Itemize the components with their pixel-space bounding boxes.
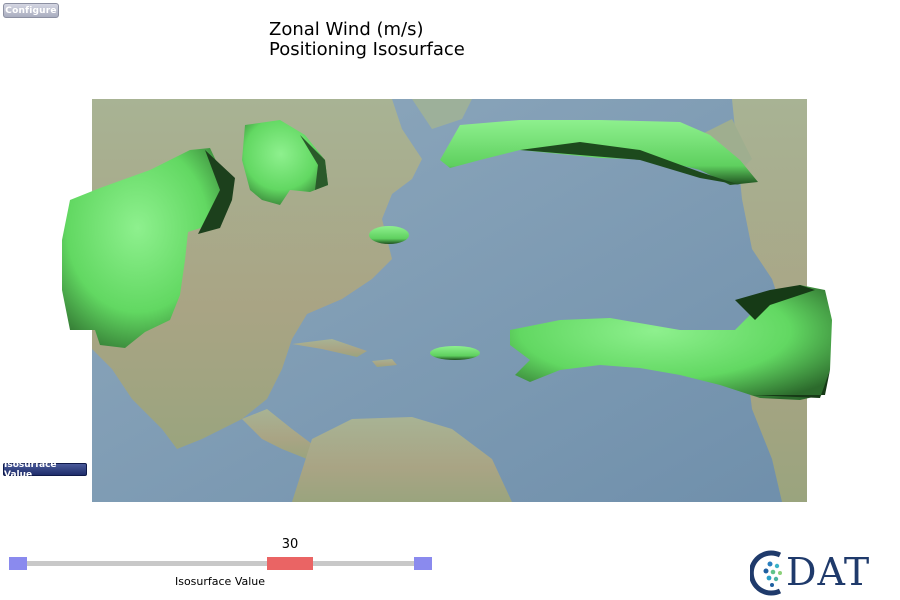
isosurface-slider-track[interactable] (26, 561, 416, 566)
cdat-logo-text: DAT (786, 550, 871, 594)
slider-label: Isosurface Value (174, 575, 266, 588)
plot-title: Zonal Wind (m/s) Positioning Isosurface (269, 20, 465, 60)
slider-value-readout: 30 (281, 537, 299, 552)
cdat-logo-icon (750, 550, 782, 596)
slider-max-endcap[interactable] (414, 557, 432, 570)
slider-min-endcap[interactable] (9, 557, 27, 570)
plot-title-line1: Zonal Wind (m/s) (269, 19, 424, 40)
plot-title-line2: Positioning Isosurface (269, 39, 465, 60)
configure-button[interactable]: Configure (3, 3, 59, 18)
world-basemap[interactable] (92, 99, 807, 502)
isosurface-slider-handle[interactable] (267, 557, 313, 570)
isosurface-value-label[interactable]: Isosurface Value (3, 460, 87, 480)
